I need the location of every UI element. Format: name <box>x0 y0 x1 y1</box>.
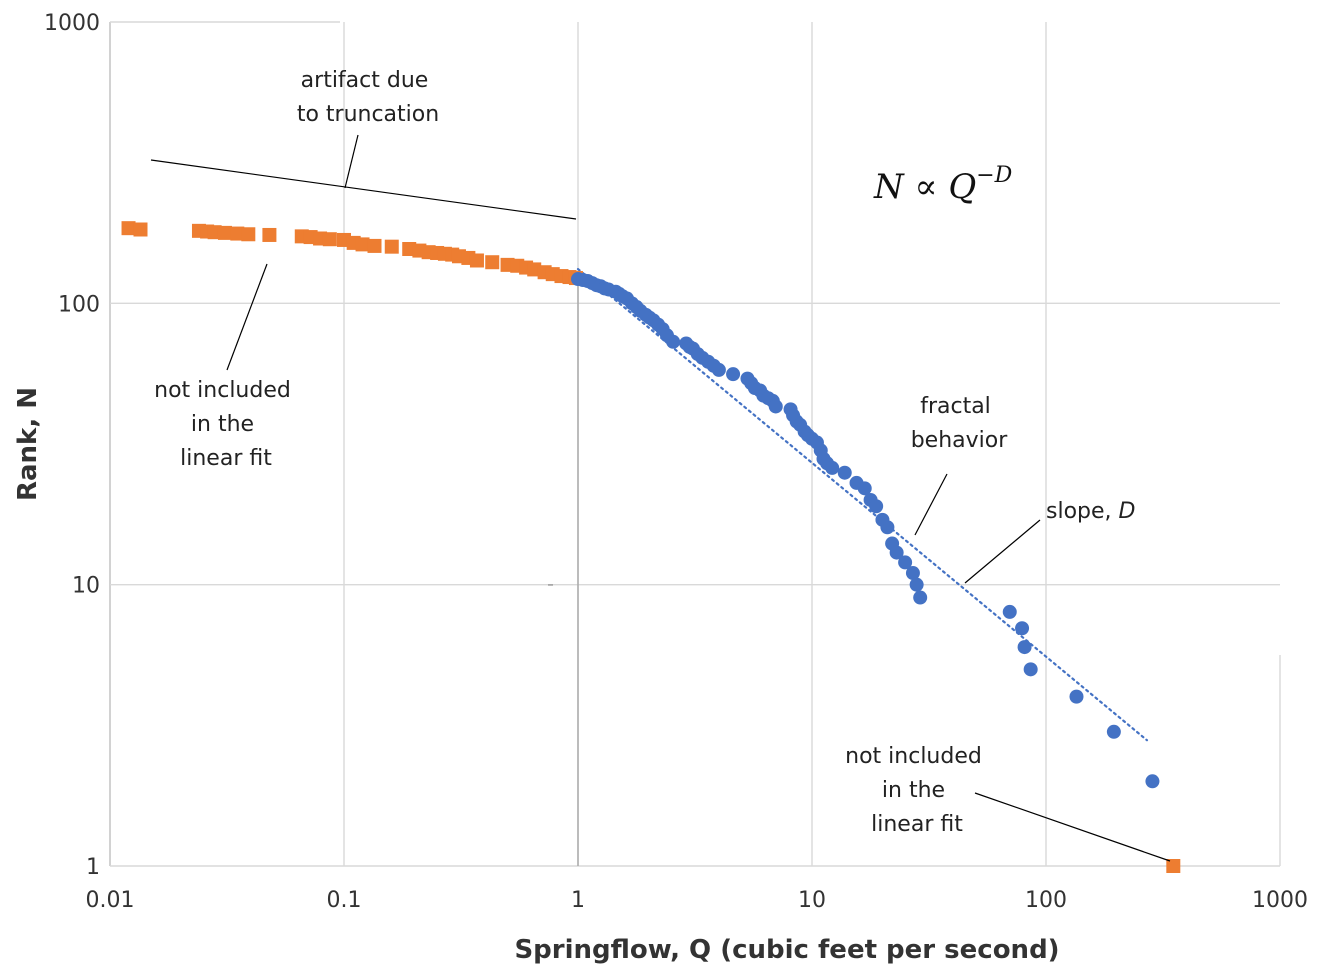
annotation-slope-text: slope, <box>1046 499 1119 524</box>
y-tick-label: 1 <box>86 855 100 880</box>
annotation-excluded-right-line-2: in the <box>882 778 945 803</box>
excluded-left-leader-line <box>226 263 268 371</box>
included-point <box>1145 774 1160 789</box>
data-points <box>121 221 1181 873</box>
annotation-slope-symbol: D <box>1119 499 1136 524</box>
excluded-point <box>485 255 500 270</box>
y-axis-title: Rank, N <box>13 387 43 501</box>
excluded-point <box>322 232 337 247</box>
y-tick-label: 100 <box>58 292 100 317</box>
annotation-truncation-line-1: artifact due <box>301 68 429 93</box>
included-point <box>880 520 895 535</box>
included-point <box>913 590 928 605</box>
included-point <box>666 334 681 349</box>
x-tick-label: 0.01 <box>86 888 135 913</box>
included-point <box>1106 724 1121 739</box>
excluded-point <box>133 222 148 237</box>
annotation-excluded-right: not included in the linear fit <box>845 744 989 837</box>
included-point <box>711 362 726 377</box>
included-point <box>768 399 783 414</box>
annotation-excluded-left-line-3: linear fit <box>180 446 272 471</box>
included-point <box>726 367 741 382</box>
truncation-trend-line <box>150 159 577 220</box>
x-tick-label: 1000 <box>1252 888 1308 913</box>
excluded-point <box>355 237 370 252</box>
included-point <box>898 555 913 570</box>
tick-labels: 0.01 0.1 1 10 100 1000 1 10 100 1000 <box>44 11 1308 913</box>
included-point <box>869 499 884 514</box>
included-point <box>905 566 920 581</box>
y-tick-label: 10 <box>72 574 100 599</box>
annotation-fractal-line-1: fractal <box>920 394 991 419</box>
fractal-leader-line <box>914 473 948 536</box>
excluded-point <box>469 253 484 268</box>
excluded-point <box>121 221 136 236</box>
x-tick-label: 100 <box>1025 888 1067 913</box>
x-tick-label: 0.1 <box>327 888 362 913</box>
included-point <box>1069 689 1084 704</box>
annotation-excluded-right-line-1: not included <box>845 744 982 769</box>
annotations: artifact due to truncation not included … <box>150 68 1171 862</box>
annotation-excluded-left-line-1: not included <box>154 378 291 403</box>
excluded-point <box>241 227 256 242</box>
included-point <box>857 481 872 496</box>
excluded-right-leader-line <box>974 792 1171 862</box>
annotation-excluded-right-line-3: linear fit <box>871 812 963 837</box>
x-tick-label: 10 <box>798 888 826 913</box>
included-point <box>1023 662 1038 677</box>
excluded-point <box>262 227 277 242</box>
x-tick-label: 1 <box>571 888 585 913</box>
formula-base: N ∝ Q <box>873 167 976 207</box>
excluded-point <box>367 238 382 253</box>
x-axis-title: Springflow, Q (cubic feet per second) <box>514 935 1059 965</box>
excluded-point <box>217 225 232 240</box>
annotation-truncation-line-2: to truncation <box>297 102 439 127</box>
excluded-point <box>1166 859 1181 873</box>
excluded-point <box>230 226 245 241</box>
included-point <box>889 545 904 560</box>
excluded-point <box>384 239 399 254</box>
annotation-truncation: artifact due to truncation <box>297 68 439 127</box>
included-point <box>837 465 852 480</box>
truncation-leader-line <box>344 134 359 189</box>
annotation-excluded-left: not included in the linear fit <box>154 378 298 471</box>
annotation-fractal-line-2: behavior <box>911 428 1009 453</box>
included-point <box>1015 621 1030 636</box>
annotation-fractal: fractal behavior <box>911 394 1009 453</box>
formula-exponent: −D <box>976 163 1012 188</box>
power-law-formula: N ∝ Q−D <box>873 163 1013 207</box>
included-point <box>1002 604 1017 619</box>
included-point <box>1017 640 1032 655</box>
included-point <box>909 577 924 592</box>
included-point <box>825 460 840 475</box>
y-tick-label: 1000 <box>44 11 100 36</box>
annotation-excluded-left-line-2: in the <box>191 412 254 437</box>
grid-lines <box>109 21 1281 867</box>
slope-leader-line <box>964 519 1041 584</box>
annotation-slope: slope, D <box>1046 499 1135 524</box>
